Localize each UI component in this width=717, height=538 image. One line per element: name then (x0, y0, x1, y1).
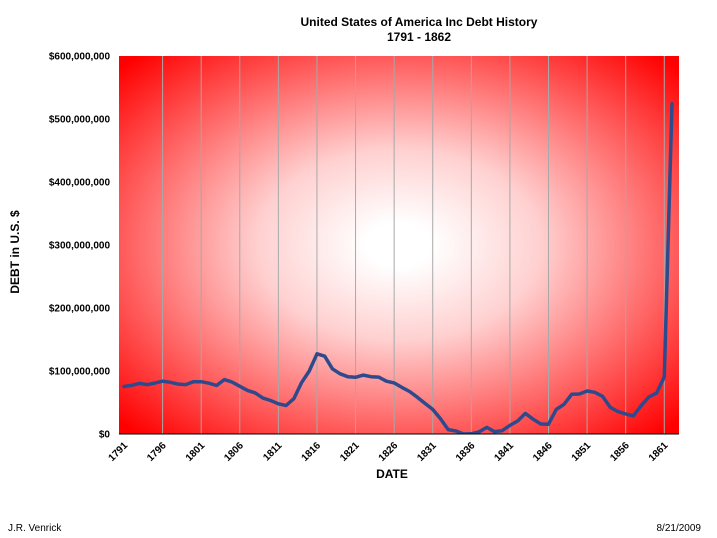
y-tick-label: $200,000,000 (49, 304, 111, 315)
x-tick-label: 1856 (608, 440, 632, 464)
x-tick-label: 1851 (570, 440, 594, 464)
x-tick-label: 1836 (454, 440, 478, 464)
y-axis-label: DEBT in U.S. $ (8, 210, 22, 294)
y-tick-label: $100,000,000 (49, 367, 111, 378)
x-tick-label: 1796 (145, 440, 169, 464)
x-axis-ticks: 1791 1796 1801 1806 1811 1816 1821 1826 1831 1836… (107, 440, 671, 464)
chart-title: United States of America Inc Debt Histor… (301, 15, 538, 29)
x-tick-label: 1846 (531, 440, 555, 464)
x-tick-label: 1816 (300, 440, 324, 464)
y-tick-label: $300,000,000 (49, 241, 111, 252)
y-tick-label: $0 (99, 430, 111, 441)
x-tick-label: 1806 (222, 440, 246, 464)
x-tick-label: 1821 (338, 440, 362, 464)
x-tick-label: 1791 (107, 440, 131, 464)
x-tick-label: 1811 (261, 440, 284, 463)
x-tick-label: 1841 (493, 440, 517, 464)
x-axis-label: DATE (376, 467, 408, 481)
author-credit: J.R. Venrick (8, 523, 62, 534)
x-tick-label: 1861 (647, 440, 671, 464)
x-tick-label: 1826 (377, 440, 401, 464)
debt-series-line (122, 102, 674, 434)
x-tick-label: 1831 (415, 440, 439, 464)
chart-date: 8/21/2009 (656, 523, 702, 534)
y-tick-label: $400,000,000 (49, 178, 111, 189)
x-tick-label: 1801 (184, 440, 208, 464)
y-tick-label: $600,000,000 (49, 52, 111, 63)
y-axis-ticks: $0 $100,000,000 $200,000,000 $300,000,000 $4… (49, 52, 111, 441)
y-tick-label: $500,000,000 (49, 115, 111, 126)
chart-subtitle: 1791 - 1862 (387, 30, 451, 44)
plot-area (119, 56, 679, 434)
